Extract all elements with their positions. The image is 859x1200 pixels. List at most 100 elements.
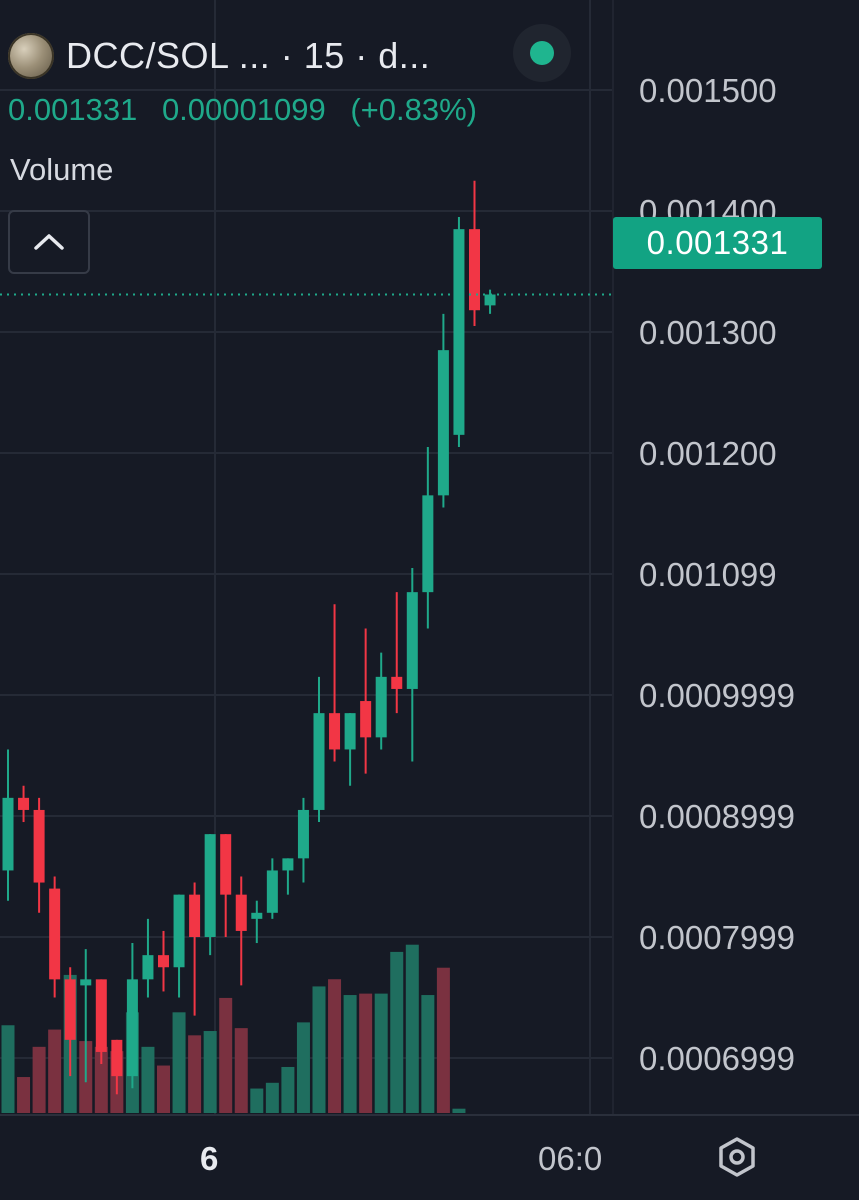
candle-body [360,701,372,738]
candle-body [469,229,480,311]
y-axis-tick-label: 0.001200 [639,435,777,472]
y-axis-tick-label: 0.0008999 [639,798,795,835]
price-row: 0.001331 0.00001099 (+0.83%) [8,92,493,128]
candle [18,785,30,823]
candle [111,1039,123,1095]
candle [360,628,372,774]
chart-settings-button[interactable] [712,1132,762,1182]
y-axis-tick-label: 0.001300 [639,314,777,351]
candle-body [266,870,278,913]
candle [49,876,61,998]
volume-bar [219,997,233,1113]
candle-body [251,912,263,919]
candle [2,749,14,901]
candle-body [220,834,232,895]
candle [266,858,278,919]
candle [375,652,387,750]
volume-bar [234,1028,248,1113]
candle-body [95,979,107,1052]
volume-indicator-label[interactable]: Volume [10,152,114,187]
candle [64,967,76,1077]
candle [204,834,216,956]
candle [282,858,294,895]
volume-bar [328,979,342,1113]
candle-body [49,888,61,980]
candle-body [33,809,45,883]
volume-bar [94,1046,108,1113]
candle-body [282,858,294,871]
candle [158,930,169,992]
candle [453,217,465,447]
volume-bar [203,1031,217,1113]
candle [251,900,263,944]
y-axis-tick-label: 0.0009999 [639,677,795,714]
candle [235,876,247,986]
candle [126,943,138,1089]
price-change-abs: 0.00001099 [161,92,326,127]
volume-bar [188,1035,202,1113]
candle [406,567,418,762]
y-axis-tick-label: 0.001500 [639,72,777,109]
volume-bar [17,1077,31,1113]
candle-body [391,676,403,689]
volume-bar [172,1012,186,1113]
candle [297,797,309,883]
candle-body [142,955,154,980]
candle-body [2,797,14,871]
y-axis-tick-label: 0.0007999 [639,919,795,956]
candle-body [80,979,92,986]
candle-body [329,713,341,750]
candle [220,834,232,937]
candle [329,604,341,762]
candle-body [158,955,169,968]
current-price-tag: 0.001331 [613,217,822,269]
volume-bar [1,1025,15,1113]
candle-body [313,713,325,810]
candle [173,894,185,998]
volume-bar [390,951,404,1113]
volume-bars [1,944,466,1113]
y-axis-tick-label: 0.0006999 [639,1040,795,1077]
volume-bar [157,1065,170,1113]
market-open-dot-icon [530,41,554,65]
candle-body [484,294,496,306]
volume-bar [141,1046,155,1113]
candles [2,180,496,1095]
token-avatar-icon[interactable] [8,33,54,79]
market-status-button[interactable] [513,24,571,82]
candle-body [173,894,185,968]
x-axis-tick-label: 06:0 [538,1140,602,1177]
candle-body [344,713,356,750]
x-axis[interactable]: 6 06:0 [200,1140,602,1177]
candle-body [111,1039,123,1077]
candle-body [126,979,138,1077]
candle [33,797,45,913]
candle [484,289,496,314]
volume-bar [250,1088,264,1113]
candle [422,446,434,629]
volume-bar [312,986,326,1113]
x-axis-tick-label: 6 [200,1140,218,1177]
volume-bar [436,967,450,1113]
candle-body [375,676,387,738]
volume-bar [452,1108,466,1113]
candle [313,676,325,823]
candle-body [406,592,418,689]
volume-bar [265,1082,279,1113]
volume-bar [32,1046,46,1113]
candle [469,180,480,326]
candle [344,713,356,786]
candle-body [18,797,30,810]
candle-body [189,894,201,937]
candle [189,882,201,1016]
pair-title[interactable]: DCC/SOL ... · 15 · d... [66,35,431,76]
candle [391,592,403,714]
candle [80,949,92,1083]
candle [142,918,154,998]
candle-body [204,834,216,937]
volume-bar [359,993,373,1113]
chevron-up-icon [34,234,64,250]
volume-bar [343,995,357,1113]
collapse-button[interactable] [8,210,90,274]
